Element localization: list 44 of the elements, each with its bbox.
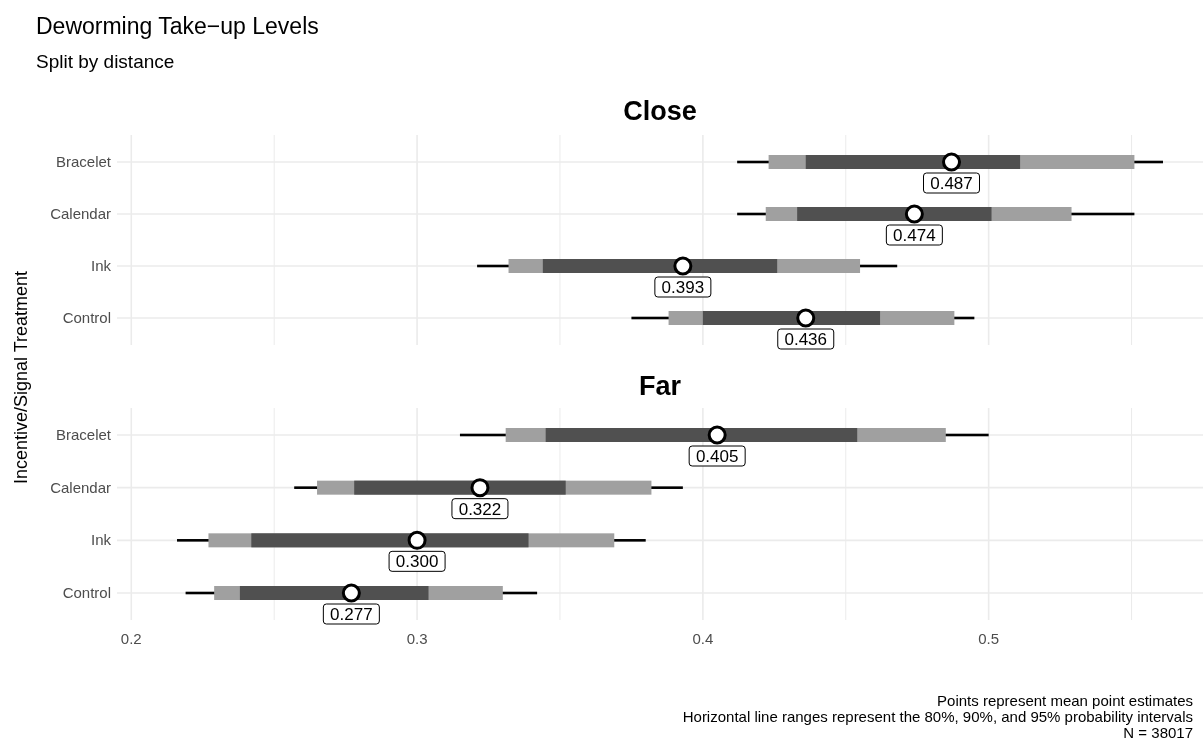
- point: [904, 204, 924, 224]
- text: N = 38017: [1123, 724, 1193, 741]
- y-tick-label: Calendar: [50, 205, 111, 222]
- y-tick-label: Control: [62, 584, 111, 601]
- point: [341, 583, 361, 603]
- data-label: 0.474: [893, 226, 936, 245]
- y-tick-label: Calendar: [50, 478, 111, 496]
- text: Points represent mean point estimates: [937, 692, 1193, 709]
- point: [407, 530, 427, 550]
- bar: [239, 586, 429, 600]
- bar: [542, 259, 778, 273]
- y-tick-label: Control: [62, 309, 111, 326]
- data-label: 0.322: [458, 499, 502, 519]
- x-tick-label: 0.5: [978, 630, 1000, 647]
- text: Deworming Take−up Levels: [36, 13, 319, 39]
- bar: [805, 155, 1021, 169]
- x-tick-label: 0.4: [692, 630, 714, 647]
- data-label: 0.487: [930, 174, 973, 193]
- x-tick-label: 0.2: [120, 630, 142, 647]
- data-label: 0.300: [395, 552, 439, 572]
- chart-title: Close: [623, 96, 697, 126]
- text: Split by distance: [36, 51, 175, 72]
- bar: [797, 207, 992, 221]
- bar: [545, 428, 858, 442]
- bar: [251, 533, 529, 548]
- y-axis-title: Incentive/Signal Treatment: [11, 270, 31, 485]
- data-label: 0.277: [330, 605, 373, 624]
- y-tick-label: Bracelet: [55, 153, 112, 170]
- point: [942, 152, 962, 172]
- x-tick-label: 0.3: [406, 630, 428, 647]
- text: Horizontal line ranges represent the 80%, 90%, and 95% probability intervals: [682, 708, 1193, 725]
- data-label: 0.436: [784, 330, 828, 349]
- point: [796, 308, 816, 328]
- chart-title: Far: [638, 371, 682, 401]
- y-tick-label: Bracelet: [55, 426, 112, 443]
- point: [470, 478, 490, 498]
- bar: [702, 311, 881, 325]
- point: [673, 256, 693, 276]
- data-label: 0.393: [661, 278, 705, 297]
- bar: [354, 480, 566, 495]
- data-label: 0.405: [695, 447, 739, 466]
- y-tick-label: Ink: [90, 257, 112, 274]
- point: [707, 425, 727, 445]
- y-tick-label: Ink: [90, 531, 112, 549]
